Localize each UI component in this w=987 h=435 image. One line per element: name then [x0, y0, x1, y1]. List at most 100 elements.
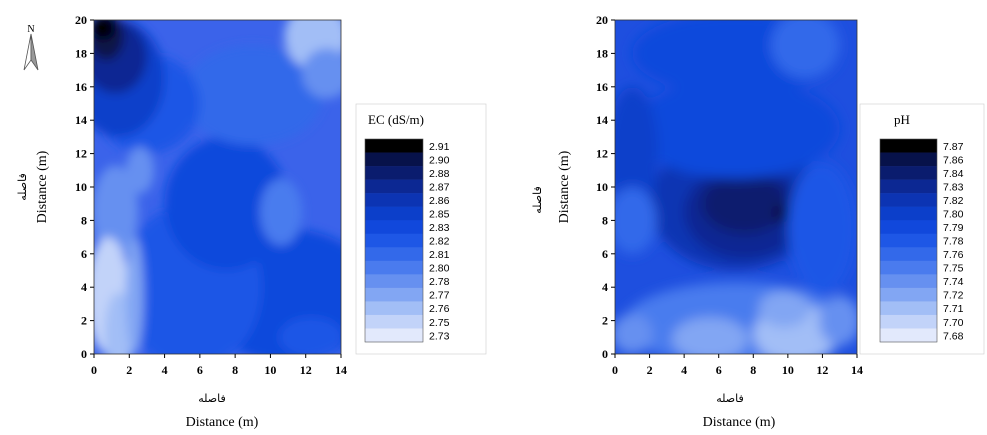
ph-x-axis-title: Distance (m) — [703, 415, 776, 430]
ph-x-tick-label: 12 — [816, 363, 828, 377]
north-arrow-icon: N — [23, 24, 39, 71]
ph-contour-patch — [615, 86, 659, 221]
ec-map-chart: N 0 2 4 6 8 10 12 14 0 2 4 6 8 10 12 14 16 18 20 فاصله Dis… — [16, 13, 487, 430]
ph-legend-swatch — [880, 220, 937, 235]
ec-contour-patch — [125, 237, 144, 354]
ec-legend-label: 2.85 — [429, 208, 450, 220]
ec-x-tick-label: 0 — [91, 363, 97, 377]
ec-legend-label: 2.81 — [429, 249, 450, 261]
ec-legend-label: 2.87 — [429, 181, 450, 193]
ph-y-tick-label: 4 — [602, 280, 608, 294]
ec-legend-label: 2.80 — [429, 263, 450, 275]
ph-y-tick-label: 0 — [602, 347, 608, 361]
ec-y-tick-label: 14 — [75, 113, 87, 127]
ec-x-tick-label: 8 — [232, 363, 238, 377]
ph-y-tick-label: 20 — [596, 13, 608, 27]
ec-legend-label: 2.73 — [429, 330, 450, 342]
ec-y-tick-label: 20 — [75, 13, 87, 27]
ec-y-tick-label: 8 — [81, 213, 87, 227]
ec-legend-swatch — [365, 233, 423, 248]
ph-legend-swatch — [880, 301, 937, 316]
ec-legend-swatch — [365, 193, 423, 207]
ec-legend-swatch — [365, 152, 423, 167]
ec-legend-label: 2.77 — [429, 290, 450, 302]
ph-legend-label: 7.71 — [943, 303, 964, 315]
ec-legend-label: 2.76 — [429, 303, 450, 315]
ph-x-tick-label: 8 — [750, 363, 756, 377]
ph-y-tick-label: 12 — [596, 147, 608, 161]
ec-legend-swatch — [365, 314, 423, 329]
ph-legend-label: 7.79 — [943, 222, 964, 234]
ph-y-axis-title: Distance (m) — [557, 150, 572, 223]
ph-y-axis-title-fa: فاصله — [531, 186, 544, 214]
ec-y-tick-label: 4 — [81, 280, 87, 294]
ph-legend-swatch — [880, 206, 937, 221]
ph-y-tick-label: 10 — [596, 180, 608, 194]
ph-contour-patch — [770, 20, 840, 79]
ec-legend-label: 2.90 — [429, 154, 450, 166]
ec-legend-label: 2.88 — [429, 168, 450, 180]
ph-legend-bar-frame — [879, 138, 938, 343]
ph-legend-label: 7.76 — [943, 249, 964, 261]
ph-map-chart: 0 2 4 6 8 10 12 14 0 2 4 6 8 10 12 14 16 18 20 فاصله Dista… — [531, 13, 985, 430]
ec-y-axis-title: Distance (m) — [35, 150, 50, 223]
ec-y-tick-label: 12 — [75, 147, 87, 161]
ph-y-tick-label: 18 — [596, 46, 608, 60]
ph-legend-swatch — [880, 179, 937, 194]
ec-legend-swatch — [365, 328, 423, 343]
ph-legend-label: 7.83 — [943, 181, 964, 193]
ph-legend-swatch — [880, 247, 937, 262]
ec-x-tick-label: 6 — [197, 363, 203, 377]
ec-contour-patch — [302, 48, 341, 99]
ph-contour-field — [615, 20, 857, 354]
ph-legend-swatch — [880, 139, 937, 153]
ec-contour-field — [94, 20, 341, 354]
ec-legend: EC (dS/m) 2.912.90 2.882.87 2.862.85 2.83 2.… — [355, 103, 487, 355]
ec-contour-patch — [125, 146, 154, 194]
ph-contour-patch — [775, 205, 787, 223]
ec-contour-patch — [94, 165, 139, 259]
ec-x-tick-label: 14 — [335, 363, 347, 377]
ec-contour-patch — [94, 20, 116, 41]
ph-contour-patch — [701, 173, 788, 234]
ec-legend-label: 2.75 — [429, 317, 450, 329]
ec-contour-patch — [164, 136, 289, 271]
ph-legend-swatch — [880, 314, 937, 329]
ec-y-tick-label: 10 — [75, 180, 87, 194]
ec-legend-swatch — [365, 139, 423, 153]
ph-x-tick-label: 4 — [681, 363, 687, 377]
north-label: N — [27, 24, 34, 35]
ph-legend-swatch — [880, 193, 937, 207]
ec-y-axis-title-fa: فاصله — [16, 173, 29, 201]
ec-x-axis-title: Distance (m) — [186, 415, 259, 430]
ph-x-tick-label: 10 — [782, 363, 794, 377]
ph-legend-label: 7.86 — [943, 154, 964, 166]
ph-contour-patch — [615, 187, 657, 254]
ph-y-tick-label: 8 — [602, 213, 608, 227]
ec-x-tick-label: 2 — [126, 363, 132, 377]
ph-legend-label: 7.70 — [943, 317, 964, 329]
ph-legend-label: 7.87 — [943, 141, 964, 153]
ec-y-tick-label: 16 — [75, 80, 87, 94]
ec-map-panel: N 0 2 4 6 8 10 12 14 0 2 4 6 8 10 12 14 16 18 20 فاصله Dis… — [0, 0, 494, 430]
ph-x-tick-label: 6 — [716, 363, 722, 377]
ph-legend-label: 7.72 — [943, 290, 964, 302]
ph-legend-swatch — [880, 260, 937, 275]
ph-contour-patch — [615, 313, 654, 354]
ec-contour-patch — [259, 178, 303, 246]
ec-contour-patch — [182, 45, 324, 146]
ec-legend-swatch — [365, 247, 423, 262]
ph-contour-patch — [758, 290, 811, 328]
ec-legend-swatch — [365, 220, 423, 235]
ec-legend-swatch — [365, 179, 423, 194]
ph-x-tick-label: 14 — [851, 363, 863, 377]
ph-y-tick-label: 6 — [602, 247, 608, 261]
ph-legend-label: 7.68 — [943, 330, 964, 342]
ph-legend-label: 7.74 — [943, 276, 964, 288]
ec-x-axis-title-fa: فاصله — [198, 392, 226, 405]
ec-y-tick-label: 18 — [75, 46, 87, 60]
ph-legend-swatch — [880, 166, 937, 180]
ec-contour-patch — [104, 292, 133, 354]
ph-legend-label: 7.80 — [943, 208, 964, 220]
ec-legend-label: 2.82 — [429, 236, 450, 248]
